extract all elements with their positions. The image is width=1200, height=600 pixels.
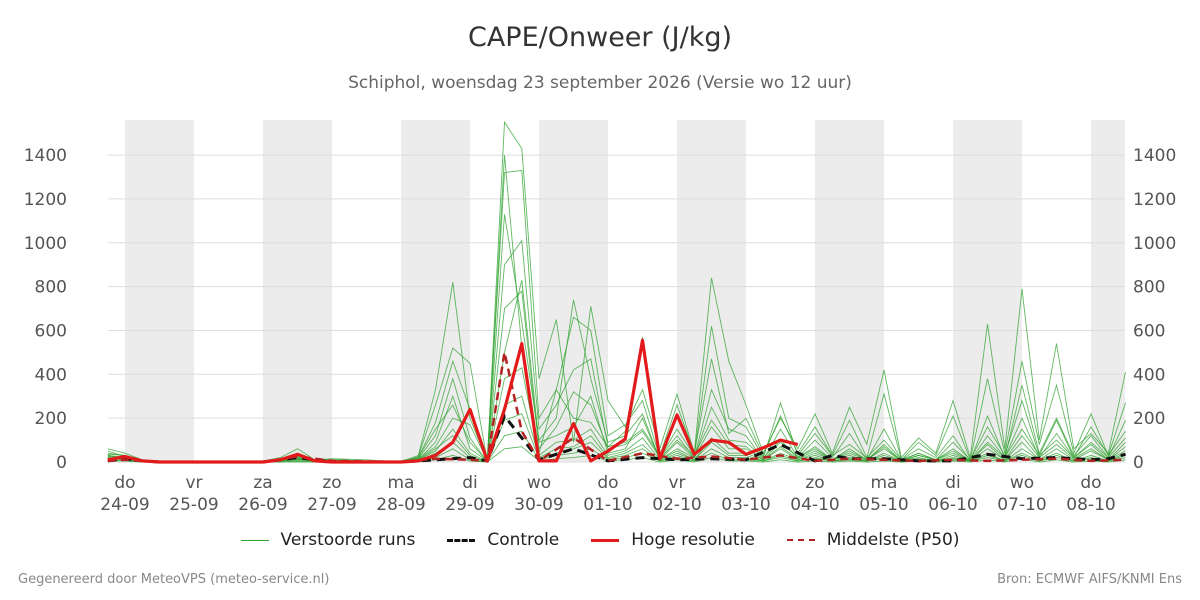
legend-label-hires: Hoge resolutie — [631, 530, 755, 550]
x-tick-day-label: do — [114, 473, 135, 493]
x-tick-date-label: 30-09 — [514, 495, 563, 515]
legend-item-hires[interactable]: Hoge resolutie — [591, 530, 755, 550]
x-tick-date-label: 03-10 — [721, 495, 770, 515]
y-tick-label-right: 400 — [1133, 365, 1165, 385]
y-tick-label-right: 800 — [1133, 278, 1165, 298]
x-tick-date-label: 29-09 — [445, 495, 494, 515]
y-tick-label-left: 600 — [35, 321, 67, 341]
day-shade-band — [539, 120, 608, 462]
x-tick-day-label: zo — [322, 473, 341, 493]
legend-swatch-median — [786, 539, 815, 541]
day-shade-band — [677, 120, 746, 462]
legend-item-perturbed[interactable]: Verstoorde runs — [240, 530, 416, 550]
x-tick-day-label: wo — [1010, 473, 1034, 493]
x-tick-day-label: ma — [871, 473, 898, 493]
x-tick-day-label: do — [1080, 473, 1101, 493]
x-tick-day-label: za — [253, 473, 272, 493]
x-tick-day-label: di — [945, 473, 961, 493]
y-tick-label-right: 1000 — [1133, 234, 1176, 254]
y-tick-label-left: 800 — [35, 278, 67, 298]
legend-label-median: Middelste (P50) — [826, 530, 960, 550]
day-shade-band — [263, 120, 332, 462]
day-shade-band — [401, 120, 470, 462]
y-tick-label-right: 200 — [1133, 409, 1165, 429]
x-tick-day-label: wo — [527, 473, 551, 493]
y-tick-label-right: 0 — [1133, 453, 1144, 473]
x-tick-date-label: 01-10 — [583, 495, 632, 515]
x-tick-date-label: 07-10 — [997, 495, 1046, 515]
x-tick-date-label: 27-09 — [307, 495, 356, 515]
y-tick-label-left: 400 — [35, 365, 67, 385]
y-tick-label-right: 600 — [1133, 321, 1165, 341]
x-tick-day-label: do — [597, 473, 618, 493]
day-shade-band — [815, 120, 884, 462]
y-tick-label-left: 1000 — [24, 234, 67, 254]
x-tick-date-label: 08-10 — [1066, 495, 1115, 515]
x-tick-date-label: 06-10 — [928, 495, 977, 515]
x-tick-date-label: 28-09 — [376, 495, 425, 515]
legend-label-control: Controle — [487, 530, 560, 550]
x-tick-date-label: 25-09 — [169, 495, 218, 515]
day-shade-band — [1091, 120, 1125, 462]
chart-subtitle: Schiphol, woensdag 23 september 2026 (Ve… — [348, 73, 852, 93]
footer-generated-by: Gegenereerd door MeteoVPS (meteo-service… — [18, 572, 330, 587]
y-tick-label-left: 200 — [35, 409, 67, 429]
legend-swatch-control — [447, 538, 476, 542]
y-tick-label-left: 1400 — [24, 146, 67, 166]
legend-swatch-perturbed — [240, 539, 269, 541]
x-tick-date-label: 26-09 — [238, 495, 287, 515]
y-tick-label-right: 1400 — [1133, 146, 1176, 166]
legend-item-control[interactable]: Controle — [447, 530, 559, 550]
y-tick-label-left: 0 — [56, 453, 67, 473]
x-tick-day-label: di — [462, 473, 478, 493]
x-tick-day-label: za — [736, 473, 755, 493]
x-tick-date-label: 04-10 — [790, 495, 839, 515]
day-shade-band — [953, 120, 1022, 462]
x-tick-day-label: zo — [805, 473, 824, 493]
hires-line — [107, 338, 799, 464]
chart-title: CAPE/Onweer (J/kg) — [467, 22, 732, 53]
legend-label-perturbed: Verstoorde runs — [280, 530, 416, 550]
day-shade-band — [125, 120, 194, 462]
legend-item-median[interactable]: Middelste (P50) — [786, 530, 960, 550]
x-tick-day-label: vr — [185, 473, 202, 493]
x-tick-date-label: 24-09 — [100, 495, 149, 515]
y-tick-label-left: 1200 — [24, 190, 67, 210]
y-tick-label-right: 1200 — [1133, 190, 1176, 210]
x-tick-day-label: vr — [668, 473, 685, 493]
x-tick-date-label: 05-10 — [859, 495, 908, 515]
x-tick-date-label: 02-10 — [652, 495, 701, 515]
footer-source: Bron: ECMWF AIFS/KNMI Ens — [997, 572, 1182, 587]
legend-swatch-hires — [591, 538, 620, 542]
legend: Verstoorde runs Controle Hoge resolutie … — [0, 530, 1200, 550]
x-tick-day-label: ma — [388, 473, 415, 493]
